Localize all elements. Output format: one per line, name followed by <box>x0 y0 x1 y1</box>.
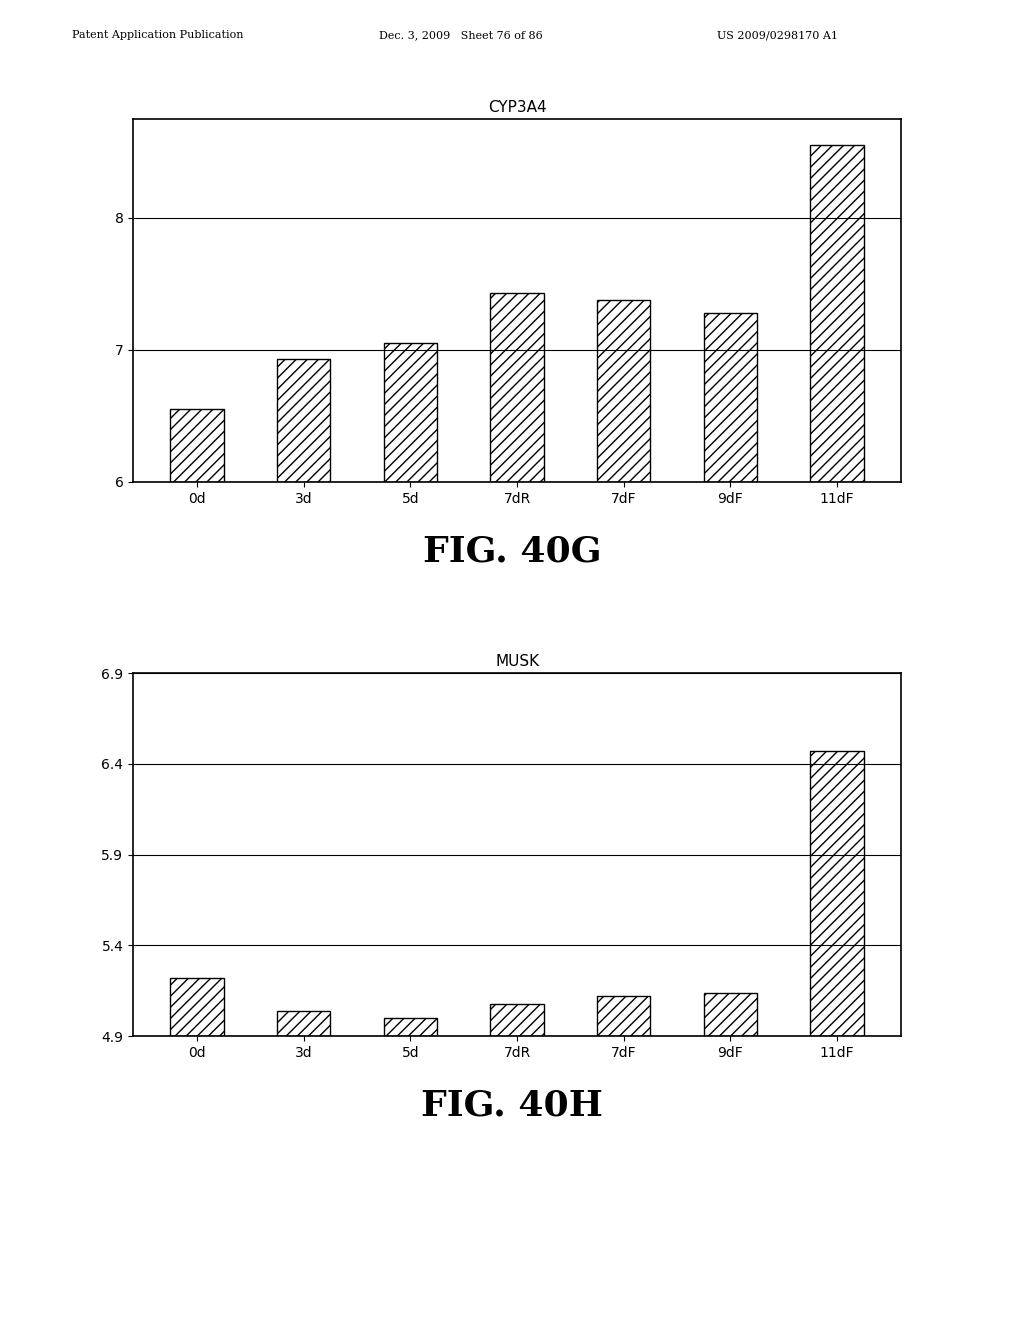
Bar <box>170 978 224 1036</box>
Text: US 2009/0298170 A1: US 2009/0298170 A1 <box>717 30 838 41</box>
Title: CYP3A4: CYP3A4 <box>487 100 547 115</box>
Bar <box>703 993 757 1036</box>
Text: Patent Application Publication: Patent Application Publication <box>72 30 243 41</box>
Bar <box>490 293 544 482</box>
Bar <box>490 1003 544 1036</box>
Bar <box>703 313 757 482</box>
Bar <box>384 1018 437 1036</box>
Bar <box>597 300 650 482</box>
Bar <box>597 997 650 1036</box>
Text: FIG. 40G: FIG. 40G <box>423 535 601 569</box>
Bar <box>278 1011 331 1036</box>
Bar <box>170 409 224 482</box>
Bar <box>278 359 331 482</box>
Text: FIG. 40H: FIG. 40H <box>421 1089 603 1123</box>
Text: Dec. 3, 2009   Sheet 76 of 86: Dec. 3, 2009 Sheet 76 of 86 <box>379 30 543 41</box>
Bar <box>384 343 437 482</box>
Title: MUSK: MUSK <box>495 655 540 669</box>
Bar <box>810 751 864 1036</box>
Bar <box>810 145 864 482</box>
